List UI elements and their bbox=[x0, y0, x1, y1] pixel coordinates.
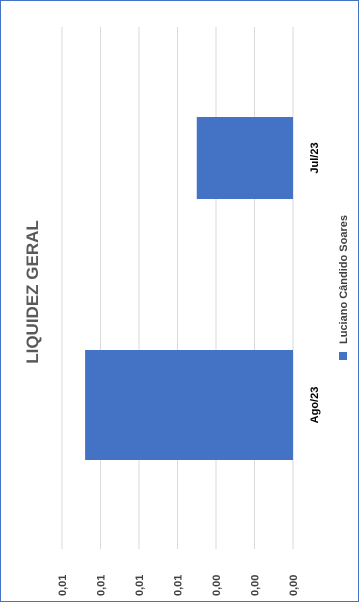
gridlines bbox=[61, 27, 294, 549]
legend-swatch bbox=[339, 352, 347, 360]
bars bbox=[85, 117, 293, 460]
category-label: Ago/23 bbox=[309, 387, 321, 424]
category-label: Jul/23 bbox=[309, 142, 321, 173]
category-labels: Jul/23 Ago/23 bbox=[309, 142, 321, 423]
value-tick-label: 0,01 bbox=[96, 575, 108, 596]
value-tick-label: 0,00 bbox=[211, 575, 223, 596]
legend-label: Luciano Cândido Soares bbox=[338, 215, 350, 344]
value-tick-label: 0,00 bbox=[250, 575, 262, 596]
bar bbox=[85, 350, 293, 460]
bar bbox=[196, 117, 293, 199]
value-axis-ticks: 0,00 0,00 0,00 0,01 0,01 0,01 0,01 bbox=[57, 575, 300, 596]
chart-title: LIQUIDEZ GERAL bbox=[23, 220, 42, 364]
value-tick-label: 0,01 bbox=[173, 575, 185, 596]
value-tick-label: 0,01 bbox=[134, 575, 146, 596]
value-tick-label: 0,01 bbox=[57, 575, 69, 596]
value-tick-label: 0,00 bbox=[288, 575, 300, 596]
